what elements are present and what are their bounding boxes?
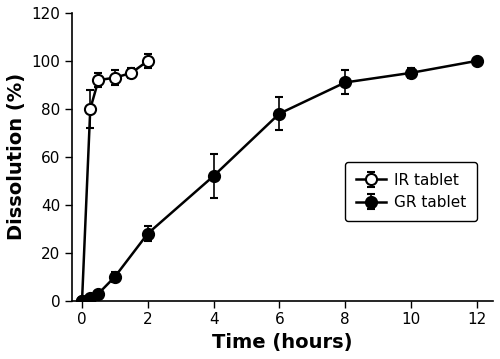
X-axis label: Time (hours): Time (hours) xyxy=(212,333,353,352)
Legend: IR tablet, GR tablet: IR tablet, GR tablet xyxy=(345,162,477,221)
Y-axis label: Dissolution (%): Dissolution (%) xyxy=(7,73,26,241)
